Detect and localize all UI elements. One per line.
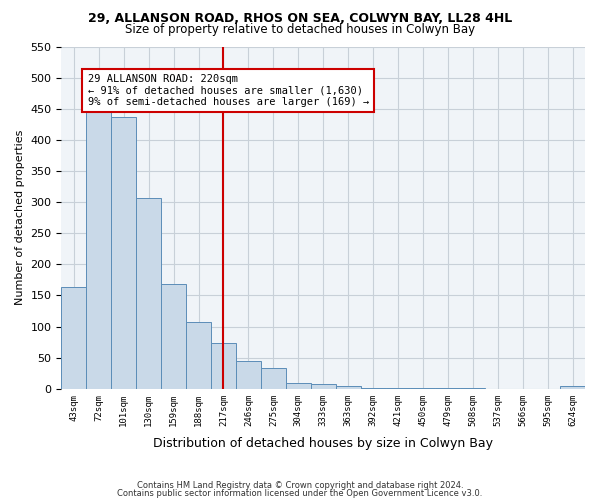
Bar (86, 108, 111, 389)
Bar (136, 198, 161, 389)
Bar (436, 388, 460, 389)
Bar (386, 388, 410, 389)
Bar (335, 386, 361, 389)
Text: Size of property relative to detached houses in Colwyn Bay: Size of property relative to detached ho… (125, 22, 475, 36)
Bar (186, 322, 211, 389)
Bar (211, 344, 236, 389)
Bar (311, 384, 335, 389)
X-axis label: Distribution of detached houses by size in Colwyn Bay: Distribution of detached houses by size … (153, 437, 493, 450)
Bar (161, 284, 186, 389)
Bar (560, 386, 585, 389)
Bar (460, 388, 485, 389)
Y-axis label: Number of detached properties: Number of detached properties (15, 130, 25, 306)
Bar (410, 388, 436, 389)
Bar (261, 368, 286, 389)
Bar (361, 388, 386, 389)
Bar (61, 288, 86, 389)
Bar (111, 117, 136, 389)
Text: Contains HM Land Registry data © Crown copyright and database right 2024.: Contains HM Land Registry data © Crown c… (137, 481, 463, 490)
Text: 29, ALLANSON ROAD, RHOS ON SEA, COLWYN BAY, LL28 4HL: 29, ALLANSON ROAD, RHOS ON SEA, COLWYN B… (88, 12, 512, 26)
Bar (286, 382, 311, 389)
Text: 29 ALLANSON ROAD: 220sqm
← 91% of detached houses are smaller (1,630)
9% of semi: 29 ALLANSON ROAD: 220sqm ← 91% of detach… (88, 74, 369, 107)
Bar (236, 361, 261, 389)
Text: Contains public sector information licensed under the Open Government Licence v3: Contains public sector information licen… (118, 488, 482, 498)
